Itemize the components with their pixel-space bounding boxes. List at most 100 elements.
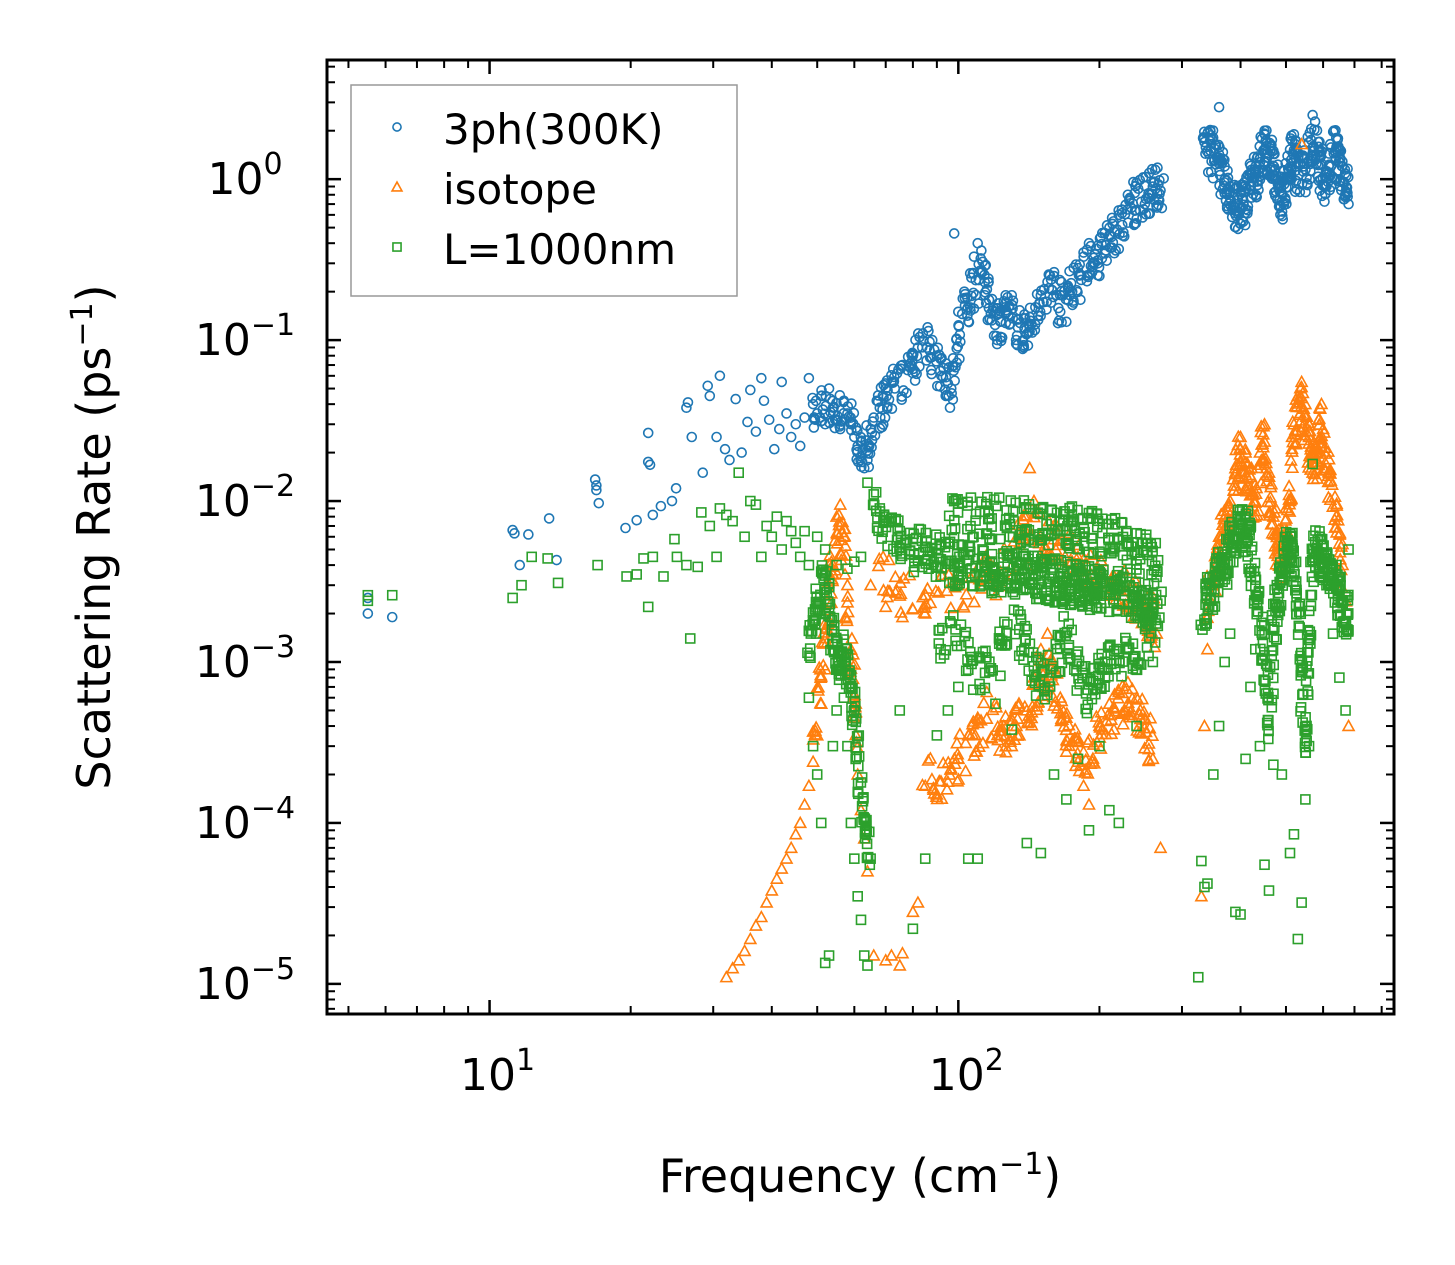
threeph-point: [655, 500, 667, 512]
boundary-point-band: [986, 548, 998, 560]
boundary-point: [894, 705, 906, 716]
threeph-point: [1088, 258, 1100, 269]
legend-label: L=1000nm: [443, 225, 676, 274]
legend-label: isotope: [443, 165, 597, 214]
isotope-point: [719, 970, 734, 983]
isotope-point-band: [896, 571, 911, 584]
threeph-point: [642, 427, 654, 439]
isotope-point-band: [1301, 424, 1316, 437]
boundary-point: [621, 571, 632, 582]
boundary-point: [647, 551, 659, 563]
boundary-point-band: [1294, 598, 1306, 610]
boundary-point-band: [1244, 524, 1255, 536]
threeph-point: [907, 350, 919, 362]
boundary-point-band: [977, 572, 988, 583]
threeph-point: [1066, 286, 1078, 297]
boundary-point: [842, 563, 853, 574]
isotope-point-band: [1080, 766, 1095, 779]
isotope-point-band: [1092, 715, 1106, 728]
threeph-point-band: [877, 419, 889, 430]
isotope-point-band: [1294, 399, 1308, 413]
isotope-point-band: [931, 585, 946, 598]
boundary-point-band: [1271, 634, 1282, 645]
boundary-point: [1288, 829, 1300, 840]
threeph-point: [1205, 145, 1216, 157]
x-tick-label-exponent: 1: [516, 1043, 535, 1078]
boundary-point-band: [1004, 549, 1016, 560]
boundary-point-band: [823, 610, 834, 622]
boundary-point-band: [1002, 569, 1013, 580]
boundary-point-band: [1001, 522, 1013, 534]
isotope-point-band: [1254, 419, 1269, 432]
boundary-point-band: [860, 828, 872, 840]
isotope-point-band: [1137, 704, 1151, 718]
threeph-point: [811, 408, 823, 419]
threeph-point-band: [1148, 177, 1159, 189]
threeph-point: [1259, 125, 1270, 137]
boundary-point-band: [855, 777, 867, 788]
threeph-point-band: [1128, 219, 1140, 231]
boundary-point-band: [1295, 702, 1307, 713]
boundary-point-band: [1078, 540, 1090, 552]
y-tick-label-base: 10: [195, 798, 251, 849]
isotope-point: [1287, 417, 1301, 430]
boundary-point: [692, 561, 704, 573]
threeph-point: [1224, 181, 1236, 192]
threeph-point: [509, 528, 520, 539]
threeph-point: [1307, 109, 1318, 121]
boundary-point-band: [1028, 661, 1040, 672]
isotope-point-band: [1318, 455, 1333, 468]
threeph-point-band: [1239, 219, 1251, 231]
threeph-point-band: [827, 395, 838, 407]
isotope-point-band: [902, 568, 917, 581]
isotope-point: [1302, 429, 1316, 443]
boundary-point-band: [1005, 495, 1017, 506]
boundary-point: [811, 769, 823, 780]
boundary-point-band: [1264, 661, 1276, 673]
threeph-point: [1240, 203, 1251, 215]
isotope-point-band: [1328, 489, 1342, 502]
threeph-point-band: [1276, 210, 1288, 222]
boundary-point: [1303, 740, 1315, 752]
boundary-point-band: [838, 629, 849, 641]
isotope-point: [779, 851, 794, 864]
threeph-point: [959, 286, 970, 297]
threeph-point: [953, 306, 964, 318]
boundary-point: [1314, 531, 1325, 543]
boundary-point: [831, 705, 842, 716]
isotope-point-band: [1024, 710, 1039, 724]
isotope-point-band: [1226, 472, 1240, 485]
boundary-point-band: [993, 638, 1005, 650]
threeph-point: [1030, 301, 1041, 313]
x-tick-label-base: 10: [929, 1050, 985, 1101]
boundary-point-band: [1276, 574, 1287, 585]
x-axis-title-main: Frequency (cm: [659, 1149, 999, 1203]
boundary-point: [721, 509, 732, 521]
boundary-point: [1104, 804, 1115, 816]
threeph-point: [803, 372, 815, 384]
isotope-point: [818, 662, 833, 675]
isotope-point-band: [1317, 440, 1332, 453]
y-axis-title: Scattering Rate (ps−1): [65, 284, 121, 789]
boundary-point-band: [1095, 603, 1107, 614]
threeph-point: [681, 402, 692, 414]
y-tick-label: 10−1: [195, 308, 295, 366]
threeph-point: [642, 456, 654, 468]
isotope-point-band: [1263, 490, 1278, 503]
threeph-point-band: [1342, 187, 1353, 198]
y-tick-label: 10−5: [195, 952, 295, 1010]
boundary-point-band: [1272, 616, 1283, 627]
boundary-point-band: [942, 558, 954, 570]
y-tick-label-base: 10: [195, 637, 251, 688]
boundary-point-band: [852, 778, 864, 789]
isotope-point: [806, 754, 820, 767]
boundary-point-band: [1121, 644, 1132, 655]
isotope-point-band: [872, 551, 887, 565]
threeph-point-band: [1151, 200, 1162, 212]
threeph-point: [891, 368, 903, 379]
boundary-point-band: [944, 616, 956, 627]
threeph-point: [682, 397, 694, 408]
threeph-point-band: [989, 319, 1001, 331]
threeph-point-band: [901, 387, 912, 399]
boundary-point-band: [845, 680, 857, 692]
